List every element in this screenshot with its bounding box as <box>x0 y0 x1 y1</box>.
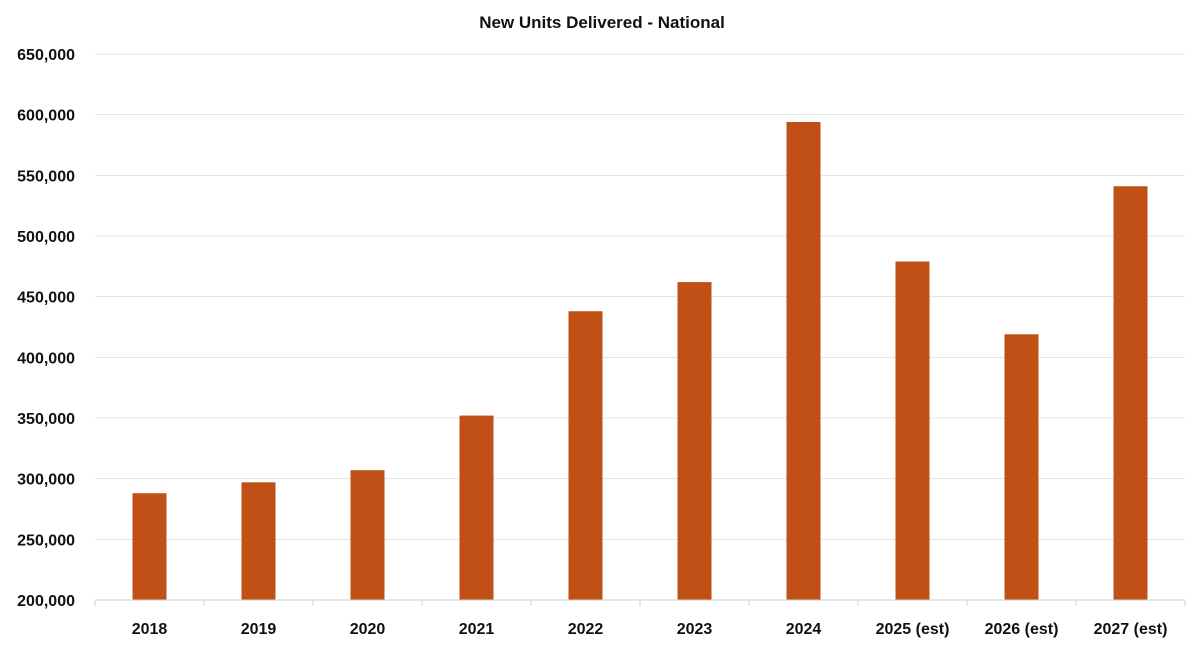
bar-2020 <box>350 470 385 600</box>
y-tick-label: 450,000 <box>17 290 75 307</box>
y-axis-ticks: 200,000 250,000 300,000 350,000 400,000 450,0… <box>17 47 75 610</box>
bar-2026-est <box>1004 334 1039 600</box>
y-tick-label: 250,000 <box>17 532 75 549</box>
bar-2024 <box>786 121 821 601</box>
bar-2022 <box>568 311 603 600</box>
x-axis: 2018 2019 2020 2021 2022 2023 2024 2025 (est) 20… <box>94 599 1186 638</box>
bar-2025-est <box>895 261 930 600</box>
x-tick-label: 2022 <box>568 621 604 638</box>
chart-title: New Units Delivered - National <box>479 13 725 32</box>
x-tick-label: 2020 <box>350 621 386 638</box>
x-tick-label: 2025 (est) <box>876 621 950 638</box>
x-tick-label: 2024 <box>786 621 822 638</box>
y-tick-label: 500,000 <box>17 229 75 246</box>
y-tick-label: 350,000 <box>17 411 75 428</box>
x-tick-label: 2018 <box>132 621 168 638</box>
bar-2027-est <box>1113 186 1148 600</box>
bar-2018 <box>132 493 167 600</box>
bar-2023 <box>677 282 712 600</box>
bars <box>132 121 1148 601</box>
y-tick-label: 300,000 <box>17 472 75 489</box>
x-tick-label: 2026 (est) <box>985 621 1059 638</box>
bar-2021 <box>459 415 494 600</box>
y-tick-label: 550,000 <box>17 168 75 185</box>
y-tick-label: 600,000 <box>17 108 75 125</box>
x-tick-label: 2023 <box>677 621 713 638</box>
y-tick-label: 650,000 <box>17 47 75 64</box>
x-tick-label: 2021 <box>459 621 495 638</box>
y-tick-label: 400,000 <box>17 350 75 367</box>
x-tick-label: 2027 (est) <box>1094 621 1168 638</box>
bar-2019 <box>241 482 276 600</box>
y-tick-label: 200,000 <box>17 593 75 610</box>
gridlines <box>95 53 1185 540</box>
x-tick-label: 2019 <box>241 621 277 638</box>
